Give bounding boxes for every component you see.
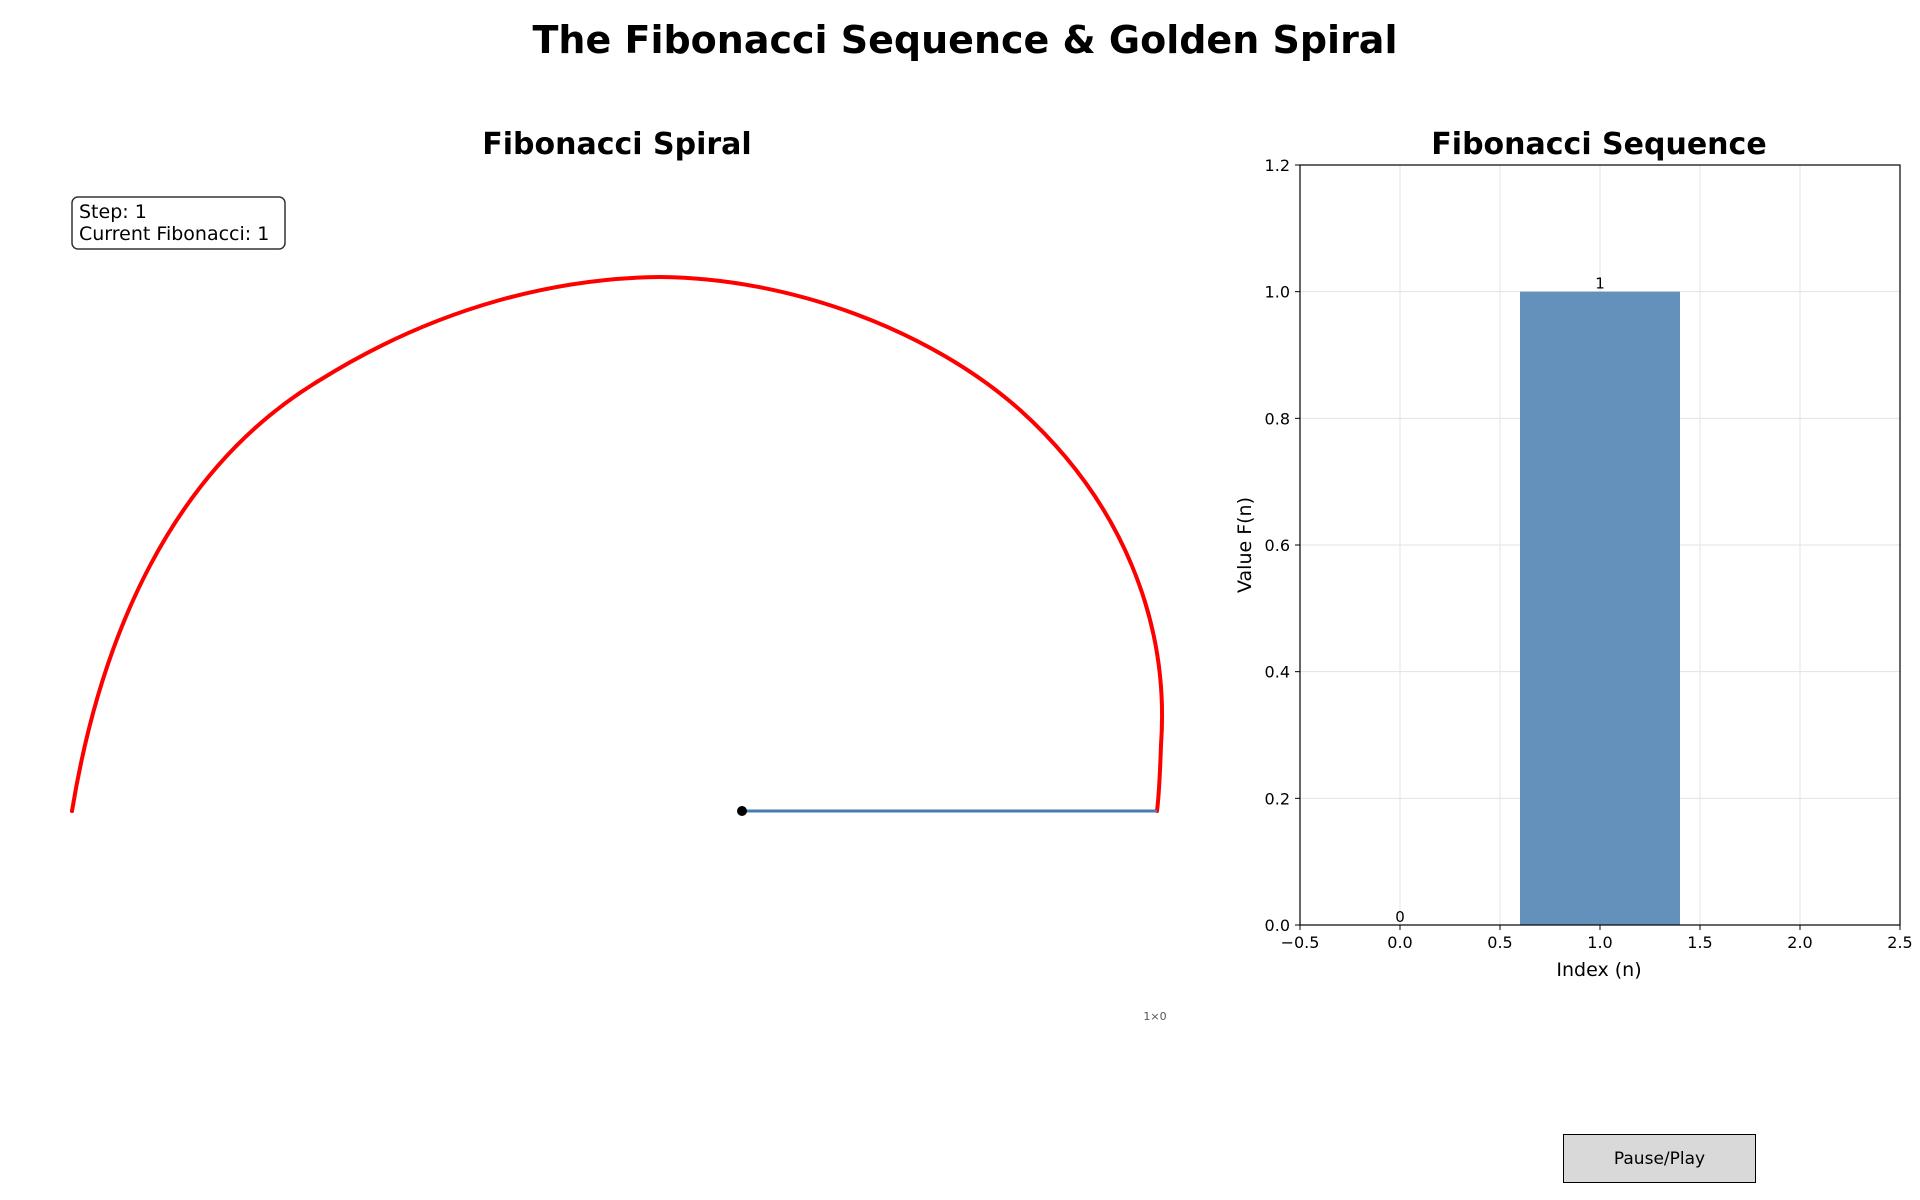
- bar: [1520, 291, 1680, 926]
- spiral-arc: [70, 274, 1164, 813]
- bar-chart-y-ticks: 0.0 0.2 0.4 0.6 0.8 1.0 1.2: [1265, 156, 1300, 935]
- bar-data-label: 1: [1595, 275, 1605, 293]
- bar-chart-bars: [1520, 291, 1680, 926]
- y-tick-label: 0.8: [1265, 409, 1290, 428]
- info-box: Step: 1 Current Fibonacci: 1: [71, 196, 286, 250]
- y-tick-label: 1.0: [1265, 283, 1290, 302]
- bar-chart-data-labels: 01: [1395, 275, 1605, 926]
- spiral-corner-note: 1×0: [1143, 1010, 1166, 1023]
- bar-data-label: 0: [1395, 908, 1405, 926]
- spiral-center-dot: [737, 806, 747, 816]
- info-box-frame: [71, 196, 286, 250]
- y-tick-label: 0.6: [1265, 536, 1290, 555]
- bar-chart-title: Fibonacci Sequence: [1431, 127, 1766, 162]
- y-tick-label: 0.4: [1265, 663, 1290, 682]
- spiral-panel-title: Fibonacci Spiral: [482, 127, 751, 162]
- x-tick-label: 1.5: [1687, 933, 1712, 952]
- x-tick-label: 2.5: [1887, 933, 1912, 952]
- y-tick-label: 0.0: [1265, 916, 1290, 935]
- info-current-fibonacci-text: Current Fibonacci: 1: [79, 223, 269, 245]
- bar-chart-x-axis-label: Index (n): [1556, 959, 1641, 981]
- x-tick-label: 1.0: [1587, 933, 1612, 952]
- bar-chart-panel: Fibonacci Sequence 01 −0.5 0.0 0.5 1.0 1.5 2.…: [1234, 127, 1913, 981]
- x-tick-label: 0.0: [1387, 933, 1412, 952]
- info-step-text: Step: 1: [79, 201, 147, 223]
- x-tick-label: −0.5: [1281, 933, 1320, 952]
- x-tick-label: 2.0: [1787, 933, 1812, 952]
- bar-chart-y-axis-label: Value F(n): [1234, 497, 1256, 593]
- spiral-panel: Fibonacci Spiral Step: 1 Current Fibonac…: [70, 127, 1167, 1023]
- figure-suptitle: The Fibonacci Sequence & Golden Spiral: [533, 18, 1398, 62]
- y-tick-label: 1.2: [1265, 156, 1290, 175]
- x-tick-label: 0.5: [1487, 933, 1512, 952]
- y-tick-label: 0.2: [1265, 789, 1290, 808]
- pause-play-button[interactable]: Pause/Play: [1563, 1134, 1756, 1183]
- bar-chart-x-ticks: −0.5 0.0 0.5 1.0 1.5 2.0 2.5: [1281, 925, 1913, 952]
